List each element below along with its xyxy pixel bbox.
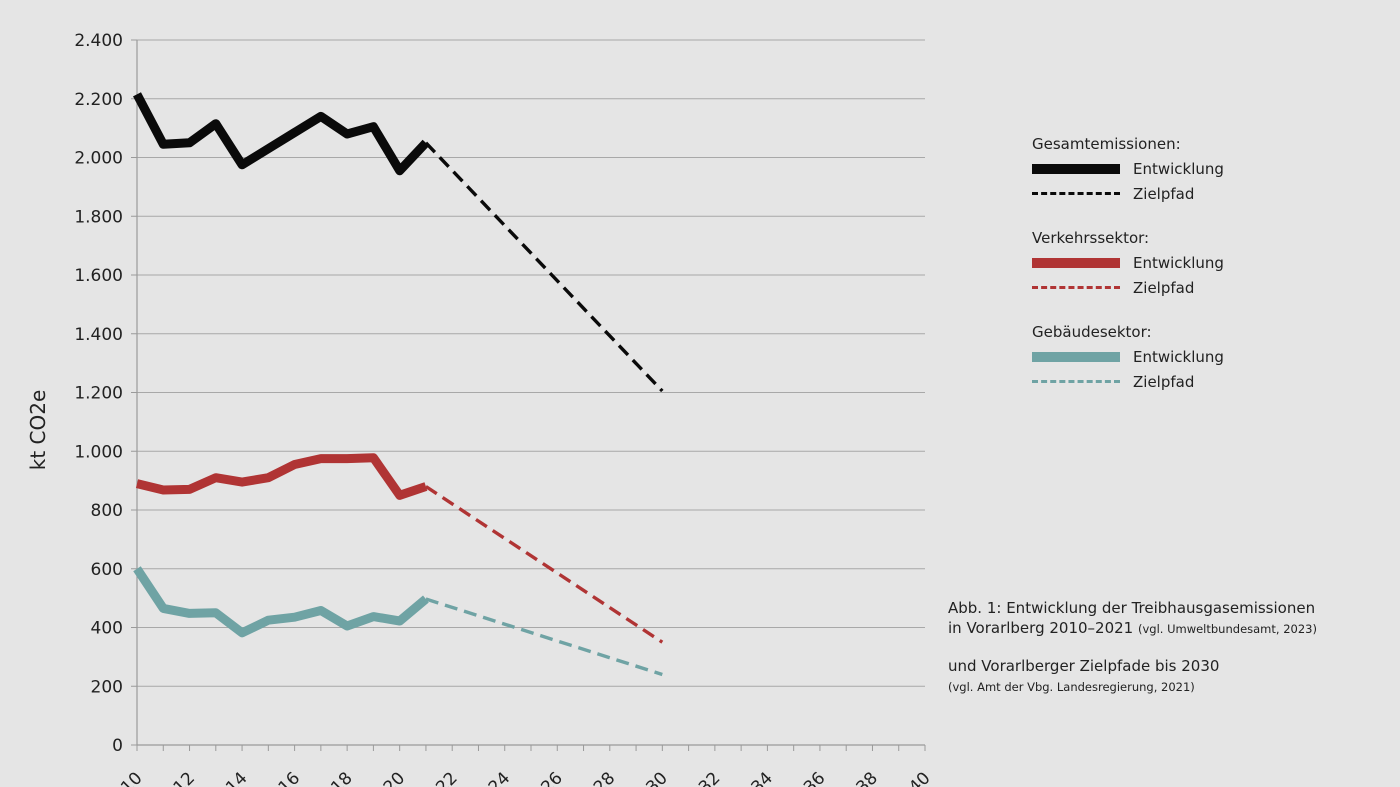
x-tick-label: 2020: [364, 768, 409, 787]
series-line-actual: [133, 92, 430, 176]
y-tick-label: 200: [91, 677, 123, 697]
y-tick-label: 2.000: [74, 149, 123, 169]
legend-label: Zielpfad: [1133, 184, 1195, 203]
series-line-actual: [133, 566, 429, 638]
caption-text: in Vorarlberg 2010–2021: [948, 619, 1134, 637]
legend-item: Entwicklung: [1032, 250, 1332, 275]
x-tick-label: 2012: [154, 768, 199, 787]
legend-label: Entwicklung: [1133, 159, 1224, 178]
caption-line: (vgl. Amt der Vbg. Landesregierung, 2021…: [948, 676, 1368, 697]
legend-item: Entwicklung: [1032, 156, 1332, 181]
x-tick-label: 2018: [312, 768, 357, 787]
legend-label: Entwicklung: [1133, 347, 1224, 366]
legend-swatch-dashed: [1032, 380, 1120, 383]
legend-swatch-dashed: [1032, 192, 1120, 195]
x-tick-label: 2036: [785, 768, 830, 787]
x-tick-label: 2024: [470, 768, 515, 787]
caption-text: und Vorarlberger Zielpfade bis 2030: [948, 657, 1220, 675]
x-tick-label: 2016: [259, 768, 304, 787]
caption-line: und Vorarlberger Zielpfade bis 2030: [948, 656, 1368, 676]
x-tick-label: 2026: [522, 768, 567, 787]
caption-source: (vgl. Amt der Vbg. Landesregierung, 2021…: [948, 680, 1195, 694]
legend-item: Entwicklung: [1032, 344, 1332, 369]
series-line-target: [424, 485, 664, 644]
caption-source: (vgl. Umweltbundesamt, 2023): [1137, 622, 1317, 636]
legend-label: Zielpfad: [1133, 372, 1195, 391]
legend-group-total: Gesamtemissionen: Entwicklung Zielpfad: [1032, 132, 1332, 206]
legend-group-buildings: Gebäudesektor: Entwicklung Zielpfad: [1032, 320, 1332, 394]
x-tick-label: 2010: [102, 768, 147, 787]
y-tick-label: 1.400: [74, 325, 123, 345]
x-tick-label: 2030: [627, 768, 672, 787]
series-line-target: [425, 597, 663, 677]
axes: [131, 39, 926, 751]
legend-swatch-dashed: [1032, 286, 1120, 289]
y-tick-label: 0: [112, 736, 123, 756]
figure-caption: Abb. 1: Entwicklung der Treibhausgasemis…: [948, 598, 1368, 697]
x-tick-label: 2014: [207, 768, 252, 787]
series-line-actual: [135, 453, 428, 500]
x-tick-label: 2038: [837, 768, 882, 787]
x-tick-label: 2034: [732, 768, 777, 787]
x-tick-label: 2028: [575, 768, 620, 787]
legend-label: Zielpfad: [1133, 278, 1195, 297]
y-tick-label: 400: [91, 619, 123, 639]
y-tick-label: 1.000: [74, 442, 123, 462]
y-tick-label: 600: [91, 560, 123, 580]
x-tick-label: 2040: [890, 768, 935, 787]
gridlines: [137, 39, 925, 687]
legend-label: Entwicklung: [1133, 253, 1224, 272]
legend-item: Zielpfad: [1032, 369, 1332, 394]
legend-group-traffic: Verkehrssektor: Entwicklung Zielpfad: [1032, 226, 1332, 300]
legend-title: Gesamtemissionen:: [1032, 135, 1181, 153]
legend-title: Verkehrssektor:: [1032, 229, 1150, 247]
x-tick-label: 2022: [417, 768, 462, 787]
legend-item: Zielpfad: [1032, 275, 1332, 300]
series-lines: [133, 92, 664, 677]
legend: Gesamtemissionen: Entwicklung Zielpfad V…: [1032, 132, 1332, 414]
legend-title: Gebäudesektor:: [1032, 323, 1152, 341]
caption-text: Abb. 1: Entwicklung der Treibhausgasemis…: [948, 599, 1316, 617]
y-tick-label: 1.200: [74, 384, 123, 404]
y-tick-label: 2.200: [74, 90, 123, 110]
y-tick-label: 2.400: [74, 31, 123, 51]
legend-swatch-solid: [1032, 351, 1120, 362]
y-tick-label: 800: [91, 501, 123, 521]
caption-line: Abb. 1: Entwicklung der Treibhausgasemis…: [948, 598, 1368, 618]
x-tick-label: 2032: [680, 768, 725, 787]
legend-swatch-solid: [1032, 163, 1120, 174]
legend-swatch-solid: [1032, 257, 1120, 268]
caption-line: in Vorarlberg 2010–2021 (vgl. Umweltbund…: [948, 618, 1368, 639]
y-tick-label: 1.800: [74, 207, 123, 227]
legend-item: Zielpfad: [1032, 181, 1332, 206]
y-tick-label: 1.600: [74, 266, 123, 286]
y-axis-title: kt CO2e: [26, 390, 50, 471]
series-line-target: [424, 141, 664, 393]
tick-labels: 0 200 400 600 800 1.000 1.200 1.400 1.600 1.800 2.…: [74, 31, 934, 787]
